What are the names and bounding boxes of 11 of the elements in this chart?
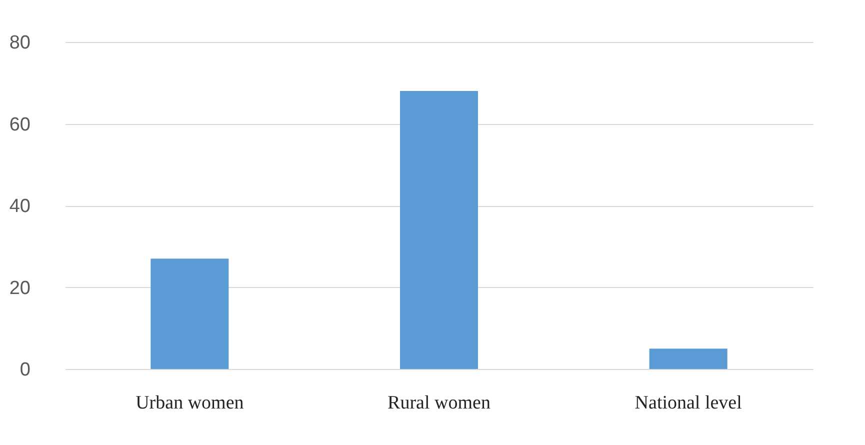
- x-tick-label: National level: [634, 392, 742, 414]
- bar: [400, 91, 478, 369]
- y-tick-label: 20: [9, 278, 30, 299]
- bar: [649, 348, 728, 369]
- y-tick-label: 0: [20, 360, 30, 380]
- x-tick-label: Urban women: [136, 392, 244, 414]
- bar: [150, 258, 229, 369]
- y-tick-label: 80: [9, 32, 30, 54]
- y-tick-label: 60: [9, 114, 30, 136]
- y-tick-label: 40: [9, 196, 30, 217]
- x-tick-label: Rural women: [388, 392, 491, 414]
